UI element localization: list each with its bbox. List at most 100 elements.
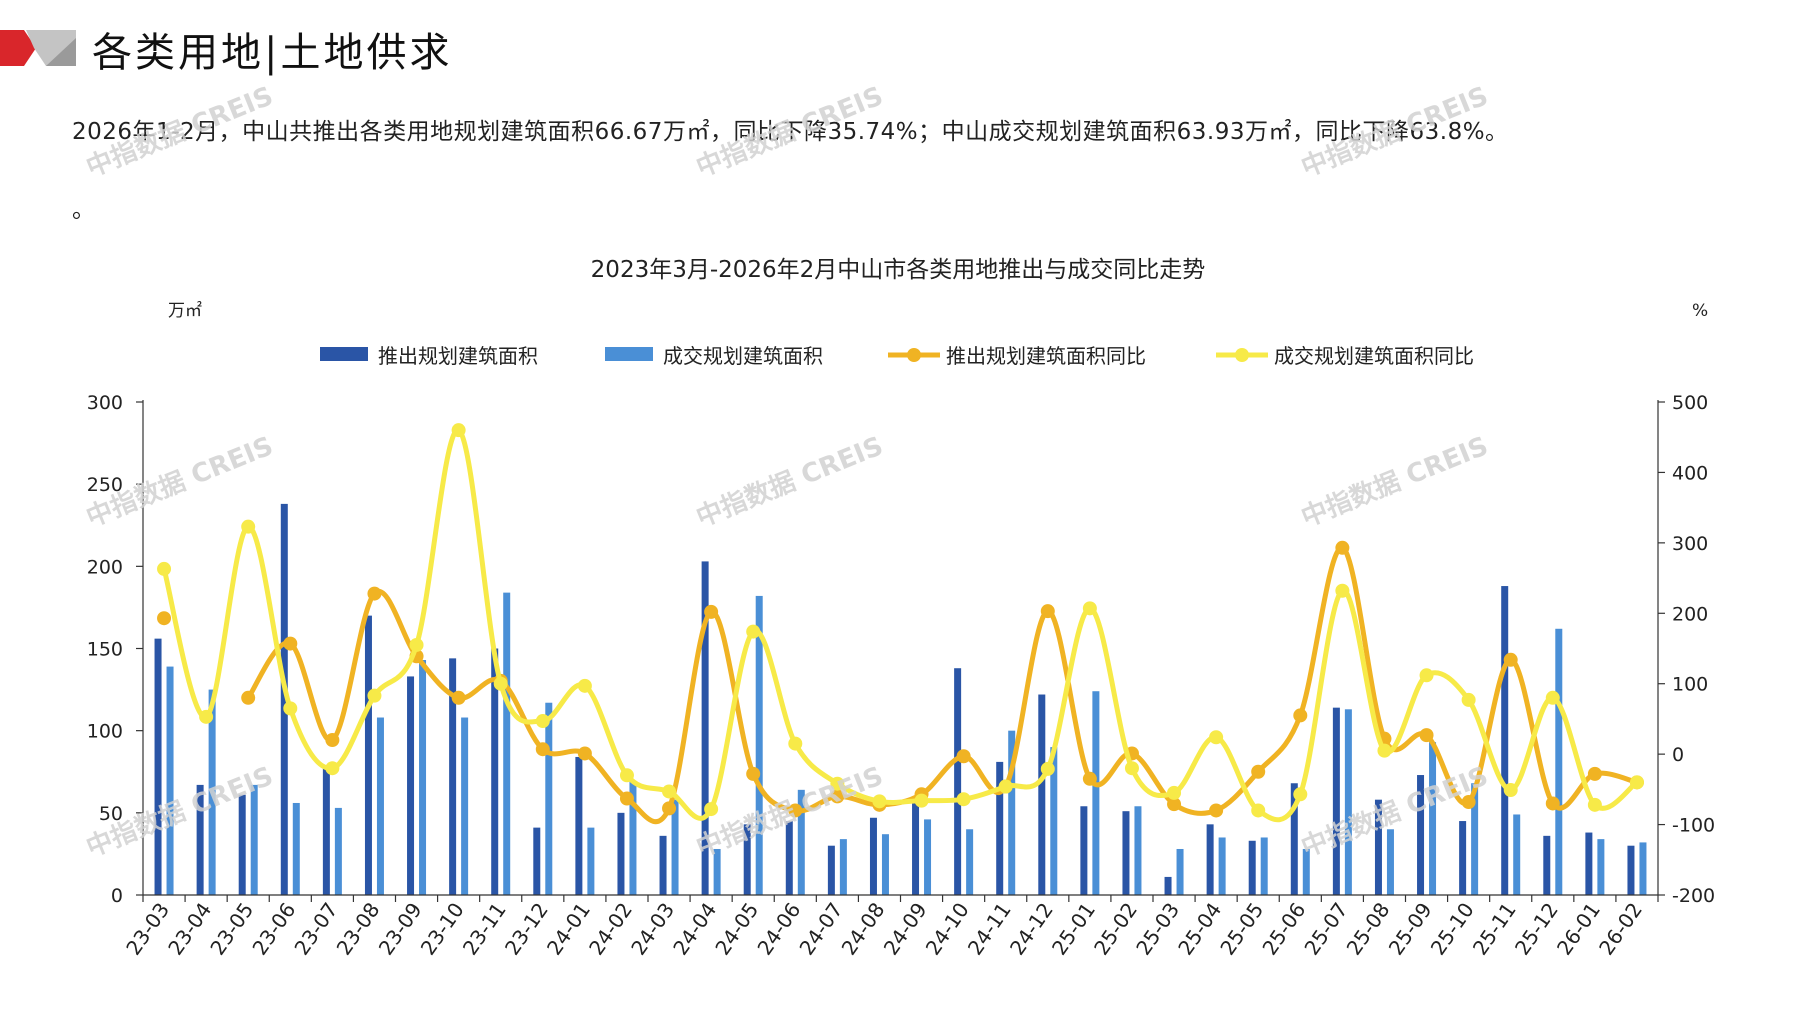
deal-yoy-point (704, 802, 719, 817)
bar-supply (1038, 694, 1046, 895)
bar-supply (1417, 775, 1425, 895)
bar-supply (954, 668, 962, 895)
bar-supply (1459, 821, 1467, 895)
deal-yoy-point (619, 768, 634, 783)
legend-label: 推出规划建筑面积 (378, 344, 538, 368)
x-tick-label: 25-08 (1342, 898, 1395, 959)
y-left-unit: 万㎡ (168, 301, 202, 321)
axes-layer (136, 400, 1665, 902)
legend-marker (1235, 348, 1249, 362)
legend-label: 成交规划建筑面积同比 (1274, 344, 1474, 368)
x-tick-label: 24-04 (668, 898, 721, 959)
bar-deal (1597, 839, 1605, 895)
supply-yoy-point (1587, 766, 1602, 781)
bar-supply (196, 784, 204, 895)
deal-yoy-point (451, 423, 466, 438)
bar-supply (996, 761, 1004, 895)
bar-supply (1080, 806, 1088, 895)
x-tick-label: 23-05 (205, 898, 258, 959)
bar-supply (1206, 824, 1214, 895)
supply-yoy-point (1503, 652, 1518, 667)
bar-deal (250, 784, 258, 895)
x-tick-label: 24-08 (837, 898, 890, 959)
deal-yoy-point (577, 678, 592, 693)
bar-deal (1471, 783, 1479, 895)
x-tick-label: 24-06 (752, 898, 805, 959)
bar-supply (1122, 811, 1130, 895)
bar-supply (407, 676, 415, 895)
y-right-tick-label: -100 (1672, 815, 1715, 837)
deal-yoy-point (1545, 690, 1560, 705)
y-right-tick-label: 300 (1672, 533, 1708, 555)
supply-yoy-point (788, 803, 803, 818)
legend-swatch (605, 347, 653, 361)
bar-supply (1543, 835, 1551, 895)
deal-yoy-point (1209, 730, 1224, 745)
bar-supply (869, 817, 877, 895)
bar-deal (166, 666, 174, 895)
y-left-tick-label: 200 (87, 556, 123, 578)
bar-supply (1627, 845, 1635, 895)
legend-marker (907, 348, 921, 362)
y-left-tick-label: 150 (87, 639, 123, 661)
x-tick-label: 25-03 (1131, 898, 1184, 959)
deal-yoy-point (1335, 583, 1350, 598)
bar-supply (491, 648, 499, 895)
brand-logo (0, 30, 76, 66)
bar-deal (1134, 806, 1142, 895)
bar-supply (1501, 586, 1509, 895)
deal-yoy-point (830, 776, 845, 791)
deal-yoy-point (998, 779, 1013, 794)
deal-yoy-point (1251, 803, 1266, 818)
supply-yoy-line (245, 545, 1640, 825)
x-tick-label: 25-07 (1299, 898, 1352, 959)
y-right-tick-label: 100 (1672, 674, 1708, 696)
supply-yoy-point (1209, 803, 1224, 818)
bar-supply (659, 835, 667, 895)
bar-supply (1332, 707, 1340, 895)
x-tick-label: 24-10 (921, 898, 974, 959)
bar-supply (701, 561, 709, 895)
bar-supply (449, 658, 457, 895)
bar-supply (617, 812, 625, 895)
supply-yoy-point (1251, 764, 1266, 779)
x-tick-label: 23-09 (374, 898, 427, 959)
deal-yoy-point (1461, 692, 1476, 707)
supply-yoy-point (1040, 604, 1055, 619)
deal-yoy-point (1124, 761, 1139, 776)
bar-deal (1260, 837, 1268, 895)
deal-yoy-point (1587, 797, 1602, 812)
y-left-tick-label: 250 (87, 474, 123, 496)
x-tick-label: 23-11 (458, 898, 511, 959)
bar-deal (924, 819, 932, 895)
bar-deal (1218, 837, 1226, 895)
deal-yoy-point (199, 709, 214, 724)
x-tick-label: 25-09 (1384, 898, 1437, 959)
supply-yoy-point (1293, 708, 1308, 723)
supply-yoy-point (1082, 771, 1097, 786)
bar-deal (966, 829, 974, 895)
deal-yoy-point (283, 701, 298, 716)
legend-swatch (320, 347, 368, 361)
deal-yoy-point (1293, 787, 1308, 802)
deal-yoy-point (1377, 743, 1392, 758)
deal-yoy-point (1082, 601, 1097, 616)
bars-layer (154, 503, 1647, 895)
x-tick-label: 24-12 (1005, 898, 1058, 959)
bar-supply (912, 801, 920, 895)
chart-title: 2023年3月-2026年2月中山市各类用地推出与成交同比走势 (591, 257, 1206, 283)
bar-deal (1092, 691, 1100, 895)
bar-deal (376, 717, 384, 895)
x-tick-label: 26-02 (1594, 898, 1647, 959)
x-tick-label: 25-05 (1215, 898, 1268, 959)
x-tick-label: 24-05 (710, 898, 763, 959)
legend-item: 推出规划建筑面积同比 (888, 344, 1146, 368)
page-title: 各类用地|土地供求 (92, 30, 453, 76)
supply-yoy-point (157, 611, 172, 626)
x-tick-label: 24-09 (879, 898, 932, 959)
deal-yoy-point (872, 794, 887, 809)
deal-yoy-point (535, 714, 550, 729)
y-right-tick-label: 400 (1672, 462, 1708, 484)
deal-yoy-point (914, 793, 929, 808)
deal-yoy-point (1040, 761, 1055, 776)
